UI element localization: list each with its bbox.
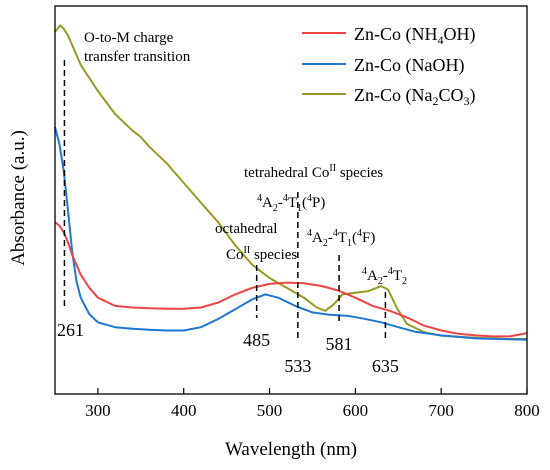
x-tick-label-800: 800 bbox=[514, 401, 540, 420]
plot-frame bbox=[54, 5, 528, 395]
marker-layer: 261 485 533 581 635 bbox=[57, 60, 399, 376]
annotation-otm-line1: O-to-M charge bbox=[84, 30, 174, 46]
legend-label-na2co3: Zn-Co (Na2CO3) bbox=[354, 85, 476, 108]
annotation-octahedral-line2: CoII species bbox=[226, 245, 297, 263]
peak-label-635: 635 bbox=[372, 356, 399, 376]
series-line-0 bbox=[54, 221, 528, 338]
annotation-4a2-4t2: 4A2-4T2 bbox=[362, 266, 407, 287]
peak-label-581: 581 bbox=[326, 334, 353, 354]
x-tick-label-700: 700 bbox=[428, 401, 454, 420]
annotation-4a2-4t1-4p: 4A2-4T1(4P) bbox=[257, 193, 325, 214]
peak-label-261: 261 bbox=[57, 320, 84, 340]
series-line-2 bbox=[54, 24, 527, 340]
annotation-octahedral-line1: octahedral bbox=[215, 221, 277, 237]
peak-label-533: 533 bbox=[284, 356, 311, 376]
series-line-1 bbox=[54, 126, 528, 341]
x-tick-label-600: 600 bbox=[343, 401, 369, 420]
x-tick-label-500: 500 bbox=[257, 401, 283, 420]
x-axis-ticks: 300 400 500 600 700 800 bbox=[85, 388, 540, 420]
peak-label-485: 485 bbox=[243, 330, 270, 350]
series-layer bbox=[54, 24, 528, 341]
annotation-otm-line2: transfer transition bbox=[84, 49, 191, 65]
annotation-tetrahedral: tetrahedral CoII species bbox=[244, 163, 383, 181]
legend: Zn-Co (NH4OH) Zn-Co (NaOH) Zn-Co (Na2CO3… bbox=[302, 24, 476, 108]
annotation-4a2-4t1-4f: 4A2-4T1(4F) bbox=[307, 228, 375, 249]
x-tick-label-400: 400 bbox=[171, 401, 197, 420]
legend-label-naoh: Zn-Co (NaOH) bbox=[354, 55, 464, 76]
x-axis-label: Wavelength (nm) bbox=[225, 439, 357, 460]
x-tick-label-300: 300 bbox=[85, 401, 111, 420]
legend-label-nh4oh: Zn-Co (NH4OH) bbox=[354, 24, 476, 47]
y-axis-label: Absorbance (a.u.) bbox=[8, 130, 29, 266]
